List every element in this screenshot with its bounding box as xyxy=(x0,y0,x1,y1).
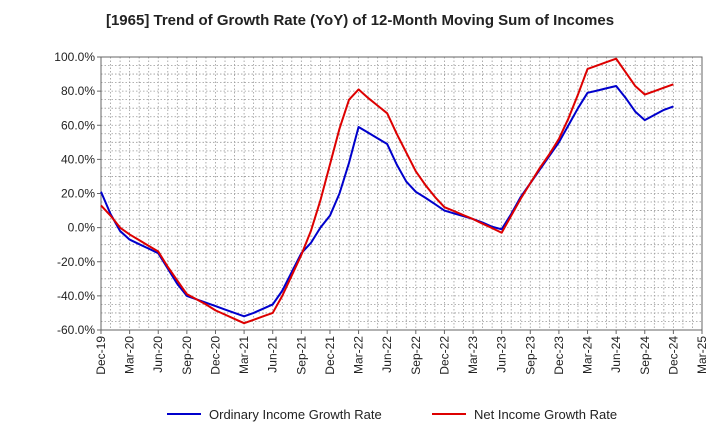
series-line-net-income xyxy=(100,57,674,325)
x-tick-label: Sep-20 xyxy=(180,336,194,375)
x-tick-label: Sep-22 xyxy=(409,336,423,375)
x-tick-label: Jun-23 xyxy=(495,336,509,373)
y-tick-label: -20.0% xyxy=(57,255,95,269)
x-tick-label: Jun-24 xyxy=(609,336,623,373)
y-tick-label: 20.0% xyxy=(61,187,95,201)
x-tick-label: Dec-23 xyxy=(552,336,566,375)
x-tick-label: Mar-20 xyxy=(123,336,137,374)
y-tick-label: 100.0% xyxy=(54,50,95,64)
x-tick-label: Jun-22 xyxy=(380,336,394,373)
x-tick-label: Dec-20 xyxy=(208,336,222,375)
y-tick-label: 0.0% xyxy=(68,221,96,235)
x-tick-label: Jun-21 xyxy=(266,336,280,373)
x-tick-label: Sep-24 xyxy=(638,336,652,375)
x-tick-label: Sep-21 xyxy=(294,336,308,375)
x-tick-label: Mar-24 xyxy=(581,336,595,374)
x-tick-label: Dec-19 xyxy=(94,336,108,375)
y-tick-label: 40.0% xyxy=(61,152,95,166)
x-tick-label: Jun-20 xyxy=(151,336,165,373)
y-tick-label: -40.0% xyxy=(57,289,95,303)
x-tick-label: Mar-21 xyxy=(237,336,251,374)
x-tick-label: Sep-23 xyxy=(523,336,537,375)
chart-title: [1965] Trend of Growth Rate (YoY) of 12-… xyxy=(105,12,615,29)
plot-area xyxy=(101,57,702,330)
x-tick-label: Mar-22 xyxy=(352,336,366,374)
y-tick-label: 60.0% xyxy=(61,118,95,132)
legend-label: Ordinary Income Growth Rate xyxy=(209,407,382,422)
x-tick-label: Mar-25 xyxy=(695,336,709,374)
x-tick-label: Mar-23 xyxy=(466,336,480,374)
y-tick-label: -60.0% xyxy=(57,323,95,337)
x-tick-label: Dec-24 xyxy=(666,336,680,375)
y-tick-label: 80.0% xyxy=(61,84,95,98)
x-tick-label: Dec-21 xyxy=(323,336,337,375)
legend-label: Net Income Growth Rate xyxy=(474,407,617,422)
x-tick-label: Dec-22 xyxy=(437,336,451,375)
